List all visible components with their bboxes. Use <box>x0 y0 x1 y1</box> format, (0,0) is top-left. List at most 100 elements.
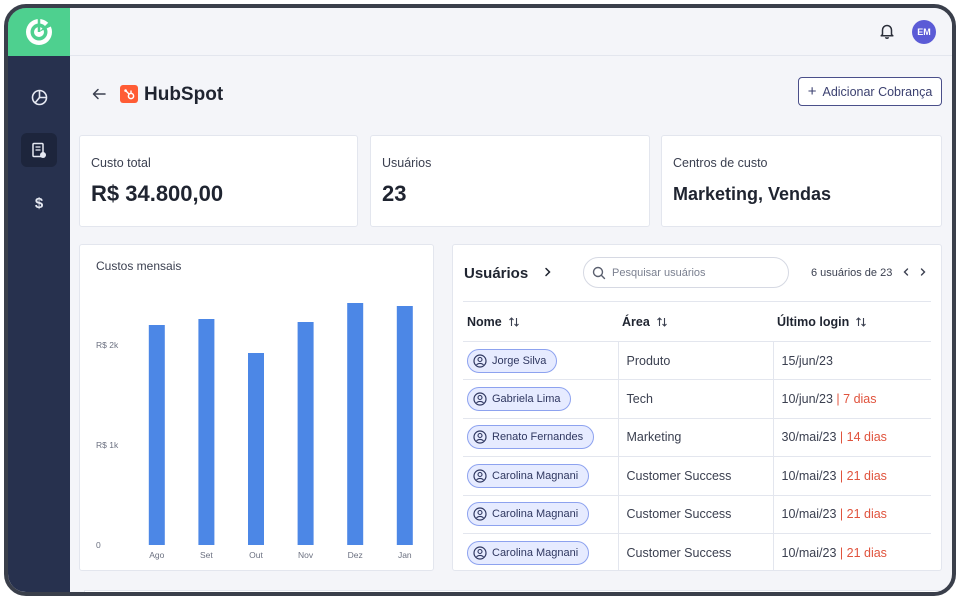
kpi-label: Usuários <box>382 156 432 170</box>
kpi-value: 23 <box>382 181 407 206</box>
topbar: EM <box>70 8 952 56</box>
cell-name: Carolina Magnani <box>463 495 618 534</box>
plus-icon: + <box>807 83 817 100</box>
cell-last-login: 10/mai/23 | 21 dias <box>772 495 931 534</box>
separator: | <box>839 545 844 560</box>
column-header-area[interactable]: Área <box>618 301 773 342</box>
table-row[interactable]: Carolina Magnani Customer Success 10/mai/2… <box>463 456 931 496</box>
last-login-date: 10/mai/23 <box>781 545 837 560</box>
y-tick-label: 0 <box>96 540 101 550</box>
bell-icon[interactable] <box>878 22 896 40</box>
bar-ago[interactable] <box>148 325 165 545</box>
users-table: Nome Área Último login Jorge Silva Produt… <box>463 301 931 570</box>
column-label: Área <box>622 314 650 329</box>
bar-jan[interactable] <box>396 306 413 545</box>
sort-icon[interactable] <box>855 316 867 328</box>
dollar-icon: $ <box>34 194 44 212</box>
column-header-name[interactable]: Nome <box>463 301 618 342</box>
days-since-login: 14 dias <box>846 430 887 445</box>
cell-area: Marketing <box>617 418 773 458</box>
table-row[interactable]: Carolina Magnani Customer Success 10/mai/2… <box>463 533 931 570</box>
app-frame: $ EM HubSpot + Adicionar Cobrança Custo … <box>4 4 956 596</box>
bar-out[interactable] <box>248 353 264 545</box>
column-label: Nome <box>467 314 502 329</box>
sidebar-item-costs[interactable]: $ <box>21 186 57 220</box>
last-login-date: 10/mai/23 <box>781 468 837 483</box>
y-tick-label: R$ 2k <box>96 340 119 350</box>
x-tick-label: Set <box>200 550 213 560</box>
user-icon <box>473 392 487 406</box>
sort-icon[interactable] <box>656 316 668 328</box>
last-login-date: 10/mai/23 <box>781 507 837 522</box>
user-chip[interactable]: Renato Fernandes <box>467 425 595 450</box>
cell-name: Jorge Silva <box>463 341 618 381</box>
user-chip[interactable]: Carolina Magnani <box>467 540 590 565</box>
kpi-value: R$ 34.800,00 <box>91 181 224 206</box>
kpi-value: Marketing, Vendas <box>673 184 832 204</box>
user-name: Carolina Magnani <box>492 469 579 482</box>
monthly-costs-chart: 0 R$ 1k R$ 2k Ago Set Out Nov Dez Jan <box>96 303 413 560</box>
table-row[interactable]: Gabriela Lima Tech 10/jun/23 | 7 dias <box>463 379 931 419</box>
pager-next-button[interactable] <box>916 265 930 279</box>
user-name: Jorge Silva <box>492 354 547 367</box>
back-arrow-icon[interactable] <box>90 86 108 102</box>
bar-nov[interactable] <box>297 322 314 545</box>
user-icon <box>473 469 487 483</box>
user-name: Carolina Magnani <box>492 546 579 559</box>
table-row[interactable]: Jorge Silva Produto 15/jun/23 <box>463 341 931 381</box>
user-icon <box>473 430 487 445</box>
search-users[interactable] <box>583 257 789 288</box>
cell-name: Carolina Magnani <box>463 533 618 570</box>
sort-icon[interactable] <box>508 316 520 328</box>
cell-area: Produto <box>617 341 773 381</box>
y-tick-label: R$ 1k <box>96 440 119 450</box>
cell-last-login: 10/mai/23 | 21 dias <box>772 533 931 570</box>
cell-area: Customer Success <box>617 456 773 496</box>
cell-area: Customer Success <box>617 533 773 570</box>
app-logo[interactable] <box>8 8 70 56</box>
user-chip[interactable]: Jorge Silva <box>467 348 558 373</box>
table-row[interactable]: Carolina Magnani Customer Success 10/mai/2… <box>463 495 931 534</box>
add-billing-label: Adicionar Cobrança <box>822 84 933 99</box>
user-chip[interactable]: Gabriela Lima <box>467 387 572 412</box>
users-panel: Usuários 6 usuários de 23 <box>452 244 942 571</box>
hubspot-logo-icon <box>120 85 138 103</box>
days-since-login: 7 dias <box>843 392 877 407</box>
column-header-last-login[interactable]: Último login <box>773 301 931 342</box>
separator: | <box>839 430 844 445</box>
monthly-costs-panel: Custos mensais 0 R$ 1k R$ 2k Ago Set Out Nov De… <box>79 244 434 571</box>
last-login-date: 15/jun/23 <box>781 353 833 368</box>
user-chip[interactable]: Carolina Magnani <box>467 463 590 488</box>
chevron-right-icon[interactable] <box>541 265 555 279</box>
column-label: Último login <box>777 314 850 329</box>
bar-dez[interactable] <box>347 303 364 545</box>
chevron-right-icon <box>920 268 926 276</box>
cell-name: Carolina Magnani <box>463 456 618 496</box>
user-name: Carolina Magnani <box>492 508 579 521</box>
sidebar-item-dashboard[interactable] <box>21 80 57 114</box>
x-tick-label: Nov <box>298 550 314 560</box>
cell-last-login: 10/jun/23 | 7 dias <box>772 379 931 419</box>
bar-set[interactable] <box>198 319 215 545</box>
cell-last-login: 10/mai/23 | 21 dias <box>772 456 931 496</box>
sidebar-item-billing[interactable] <box>21 133 57 167</box>
cell-last-login: 30/mai/23 | 14 dias <box>772 418 931 458</box>
cell-name: Gabriela Lima <box>463 379 618 419</box>
avatar[interactable]: EM <box>912 20 936 44</box>
table-header-row: Nome Área Último login <box>463 301 931 342</box>
user-name: Renato Fernandes <box>492 431 584 444</box>
kpi-label: Centros de custo <box>673 156 768 170</box>
table-row[interactable]: Renato Fernandes Marketing 30/mai/23 | 14 … <box>463 418 931 458</box>
add-billing-button[interactable]: + Adicionar Cobrança <box>798 77 942 106</box>
days-since-login: 21 dias <box>846 545 887 560</box>
user-chip[interactable]: Carolina Magnani <box>467 502 590 527</box>
page-title: HubSpot <box>144 84 224 105</box>
x-tick-label: Ago <box>149 550 164 560</box>
pager-prev-button[interactable] <box>899 265 913 279</box>
sidebar: $ <box>8 8 70 592</box>
user-name: Gabriela Lima <box>492 393 561 406</box>
last-login-date: 10/jun/23 <box>781 392 833 407</box>
kpi-total-cost: Custo total R$ 34.800,00 <box>79 135 358 227</box>
search-icon <box>592 266 606 279</box>
search-input[interactable] <box>612 266 772 279</box>
